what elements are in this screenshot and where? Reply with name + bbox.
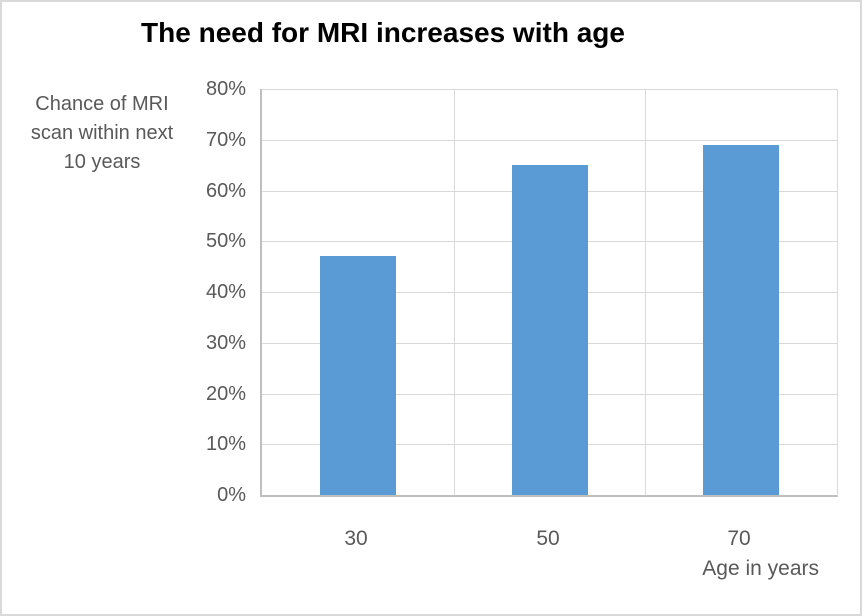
plot-area xyxy=(260,89,838,497)
gridline-horizontal xyxy=(262,89,837,90)
x-tick-label: 50 xyxy=(536,527,560,550)
gridline-vertical xyxy=(454,89,455,495)
x-axis-title: Age in years xyxy=(702,557,819,580)
y-tick-label: 40% xyxy=(205,281,246,303)
bar-age-30 xyxy=(320,256,396,495)
bar-age-70 xyxy=(703,145,779,495)
y-tick-label: 30% xyxy=(205,332,246,354)
y-axis-title: Chance of MRI scan within next 10 years xyxy=(30,93,174,173)
gridline-horizontal xyxy=(262,140,837,141)
gridline-vertical xyxy=(645,89,646,495)
y-tick-label: 60% xyxy=(205,180,246,202)
x-tick-label: 30 xyxy=(344,527,368,550)
bar-age-50 xyxy=(512,165,588,495)
y-tick-label: 0% xyxy=(217,484,246,506)
chart-title: The need for MRI increases with age xyxy=(141,17,625,48)
y-tick-label: 50% xyxy=(205,230,246,252)
y-tick-label: 10% xyxy=(205,433,246,455)
x-tick-label: 70 xyxy=(727,527,751,550)
y-tick-label: 80% xyxy=(205,78,246,100)
y-tick-label: 20% xyxy=(205,383,246,405)
y-tick-label: 70% xyxy=(205,129,246,151)
